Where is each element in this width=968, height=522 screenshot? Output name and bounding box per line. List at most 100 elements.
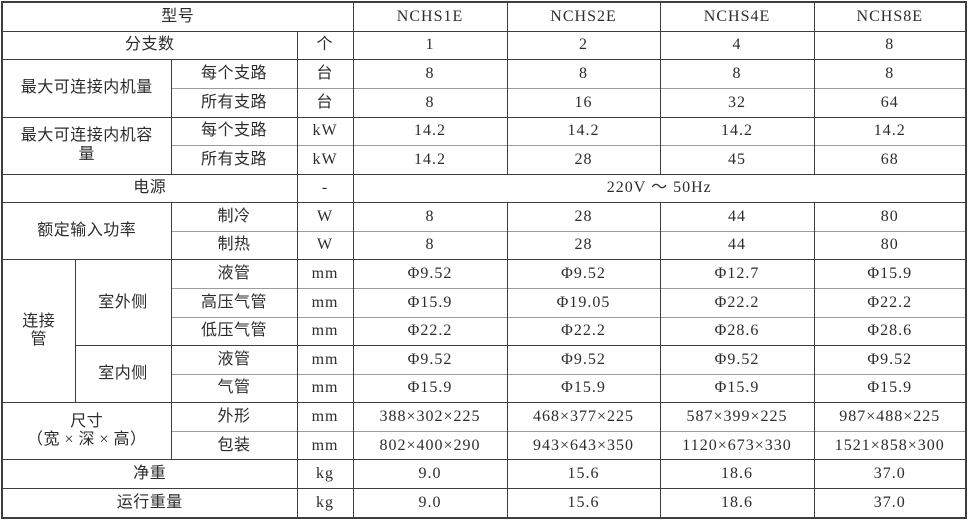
table-row: 低压气管 mm Φ22.2 Φ22.2 Φ28.6 Φ28.6 — [2, 316, 967, 346]
value-cell: 15.6 — [506, 488, 661, 518]
value-cell: Φ22.2 — [813, 288, 967, 318]
unit-cell: 台 — [296, 87, 354, 118]
model-header-cell: NCHS8E — [813, 1, 967, 32]
value-cell: 8 — [352, 59, 508, 89]
table-row: 净重 kg 9.0 15.6 18.6 37.0 — [1, 459, 967, 489]
row-label-cell: 所有支路 — [170, 87, 297, 118]
table-row: 尺寸 （宽 × 深 × 高） 外形 mm 388×302×225 468×377×225 5… — [1, 402, 967, 460]
row-label-cell: 室内侧 — [74, 345, 171, 403]
value-cell: 80 — [813, 202, 967, 232]
value-cell: Φ9.52 — [659, 345, 815, 375]
value-cell: 943×643×350 — [506, 430, 661, 460]
row-label-cell: 型号 — [1, 1, 354, 32]
value-cell: 8 — [352, 230, 508, 260]
value-cell: Φ15.9 — [506, 373, 661, 403]
row-label-cell: 最大可连接内机容量 — [1, 116, 171, 175]
value-cell: 32 — [659, 87, 815, 118]
value-cell: Φ19.05 — [506, 288, 661, 318]
table-row: 高压气管 mm Φ15.9 Φ19.05 Φ22.2 Φ22.2 — [2, 288, 967, 318]
value-cell: Φ9.52 — [506, 345, 661, 375]
row-label-cell: 电源 — [1, 173, 297, 203]
unit-cell: 个 — [296, 30, 354, 60]
table-row: 气管 mm Φ15.9 Φ15.9 Φ15.9 Φ15.9 — [2, 373, 967, 403]
value-cell: 14.2 — [659, 116, 815, 146]
row-label-cell: 每个支路 — [170, 59, 297, 89]
row-label-cell: 高压气管 — [170, 288, 297, 318]
value-cell: 8 — [813, 30, 967, 60]
value-cell: 1521×858×300 — [813, 430, 967, 460]
row-label-cell: 每个支路 — [170, 116, 297, 146]
model-header-cell: NCHS2E — [506, 1, 661, 32]
value-cell: 9.0 — [352, 459, 508, 489]
value-cell: 8 — [506, 59, 661, 89]
table-row: 型号 NCHS1E NCHS2E NCHS4E NCHS8E — [1, 1, 967, 32]
value-cell: Φ22.2 — [506, 316, 661, 346]
value-cell: Φ28.6 — [659, 316, 815, 346]
value-cell: 14.2 — [813, 116, 967, 146]
value-cell: 987×488×225 — [813, 402, 967, 432]
table-row: 连接管室外侧 液管 mm Φ9.52 Φ9.52 Φ12.7 Φ15.9 — [1, 259, 967, 403]
model-header-cell: NCHS4E — [659, 1, 815, 32]
unit-cell: kW — [296, 145, 354, 175]
value-cell: 68 — [813, 145, 967, 175]
row-label-cell: 制冷 — [170, 202, 297, 232]
unit-cell: mm — [296, 288, 354, 318]
table-row: 室内侧 液管 mm Φ9.52 Φ9.52 Φ9.52 Φ9.52 — [2, 345, 967, 403]
value-cell: 1 — [352, 30, 508, 60]
table-row: 额定输入功率 制冷 W 8 28 44 80 — [1, 202, 967, 260]
unit-cell: kg — [296, 459, 354, 489]
value-cell: Φ28.6 — [813, 316, 967, 346]
value-cell: 8 — [659, 59, 815, 89]
value-cell: Φ15.9 — [813, 259, 967, 289]
table-row: 最大可连接内机容量每个支路 kW 14.2 14.2 14.2 14.2 — [1, 116, 967, 175]
unit-cell: mm — [296, 345, 354, 375]
unit-cell: mm — [296, 430, 354, 460]
row-label-cell: 制热 — [170, 230, 297, 260]
value-cell: 80 — [813, 230, 967, 260]
unit-cell: mm — [296, 259, 354, 289]
unit-cell: mm — [296, 373, 354, 403]
value-cell: Φ15.9 — [813, 373, 967, 403]
value-cell: Φ15.9 — [352, 288, 508, 318]
row-label-cell: 液管 — [170, 345, 297, 375]
value-cell: 2 — [506, 30, 661, 60]
unit-cell: kW — [296, 116, 354, 146]
value-cell: Φ9.52 — [506, 259, 661, 289]
value-cell: 28 — [506, 230, 661, 260]
value-cell: 37.0 — [813, 459, 967, 489]
value-cell: 8 — [352, 87, 508, 118]
table-row: 制热 W 8 28 44 80 — [2, 230, 967, 260]
model-header-cell: NCHS1E — [352, 1, 508, 32]
value-cell: 14.2 — [506, 116, 661, 146]
value-cell: 8 — [352, 202, 508, 232]
row-label-cell: 净重 — [1, 459, 297, 489]
row-label-cell: 尺寸 （宽 × 深 × 高） — [1, 402, 171, 460]
row-label-cell: 液管 — [170, 259, 297, 289]
value-cell: 8 — [813, 59, 967, 89]
value-cell: 28 — [506, 202, 661, 232]
value-cell: Φ9.52 — [352, 345, 508, 375]
row-label-cell: 低压气管 — [170, 316, 297, 346]
value-cell: Φ9.52 — [813, 345, 967, 375]
unit-cell: mm — [296, 402, 354, 432]
value-cell: 28 — [506, 145, 661, 175]
value-cell: 587×399×225 — [659, 402, 815, 432]
value-cell: Φ15.9 — [659, 373, 815, 403]
value-cell: 1120×673×330 — [659, 430, 815, 460]
unit-cell: W — [296, 230, 354, 260]
value-cell: 45 — [659, 145, 815, 175]
row-label-cell: 所有支路 — [170, 145, 297, 175]
unit-cell: kg — [296, 488, 354, 518]
value-cell: 15.6 — [506, 459, 661, 489]
unit-cell: W — [296, 202, 354, 232]
table-row: 所有支路台 8 16 32 64 — [2, 87, 967, 118]
value-cell: 468×377×225 — [506, 402, 661, 432]
row-label-cell: 最大可连接内机量 — [1, 59, 171, 118]
row-label-cell: 运行重量 — [1, 488, 297, 518]
value-cell: Φ22.2 — [659, 288, 815, 318]
value-cell: 802×400×290 — [352, 430, 508, 460]
value-cell: 220V ～ 50Hz — [352, 173, 967, 203]
